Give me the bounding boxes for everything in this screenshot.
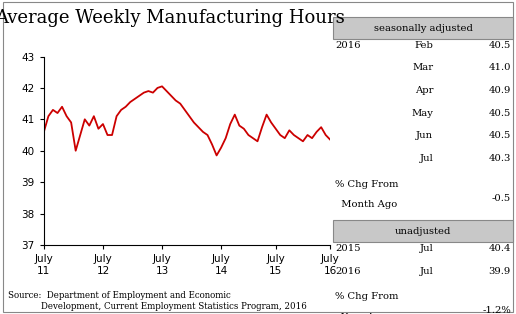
Text: 2015: 2015	[335, 244, 361, 253]
Text: May: May	[412, 109, 433, 118]
Text: Jun: Jun	[416, 131, 433, 140]
Text: 39.9: 39.9	[489, 267, 511, 276]
FancyBboxPatch shape	[333, 17, 513, 39]
Text: 40.9: 40.9	[489, 86, 511, 95]
Text: Mar: Mar	[412, 63, 433, 73]
FancyBboxPatch shape	[333, 220, 513, 242]
Text: seasonally adjusted: seasonally adjusted	[374, 24, 473, 33]
Text: 2016: 2016	[335, 267, 361, 276]
Text: 40.4: 40.4	[488, 244, 511, 253]
Text: Month Ago: Month Ago	[335, 200, 398, 209]
Text: Average Weekly Manufacturing Hours: Average Weekly Manufacturing Hours	[0, 9, 345, 27]
Text: Feb: Feb	[414, 41, 433, 50]
Text: Jul: Jul	[420, 267, 433, 276]
Text: Year Ago: Year Ago	[335, 313, 387, 314]
Text: % Chg From: % Chg From	[335, 180, 399, 189]
Text: 40.5: 40.5	[489, 41, 511, 50]
Text: unadjusted: unadjusted	[395, 227, 452, 236]
Text: Jul: Jul	[420, 244, 433, 253]
Text: 40.5: 40.5	[489, 131, 511, 140]
Text: 2016: 2016	[335, 41, 361, 50]
Text: % Chg From: % Chg From	[335, 292, 399, 301]
Text: Jul: Jul	[420, 154, 433, 163]
Text: Apr: Apr	[415, 86, 433, 95]
Text: 40.3: 40.3	[489, 154, 511, 163]
Text: -0.5: -0.5	[492, 194, 511, 203]
Text: -1.2%: -1.2%	[482, 306, 511, 314]
Text: Source:  Department of Employment and Economic
            Development, Current : Source: Department of Employment and Eco…	[8, 291, 307, 311]
Text: 41.0: 41.0	[488, 63, 511, 73]
Text: 40.5: 40.5	[489, 109, 511, 118]
